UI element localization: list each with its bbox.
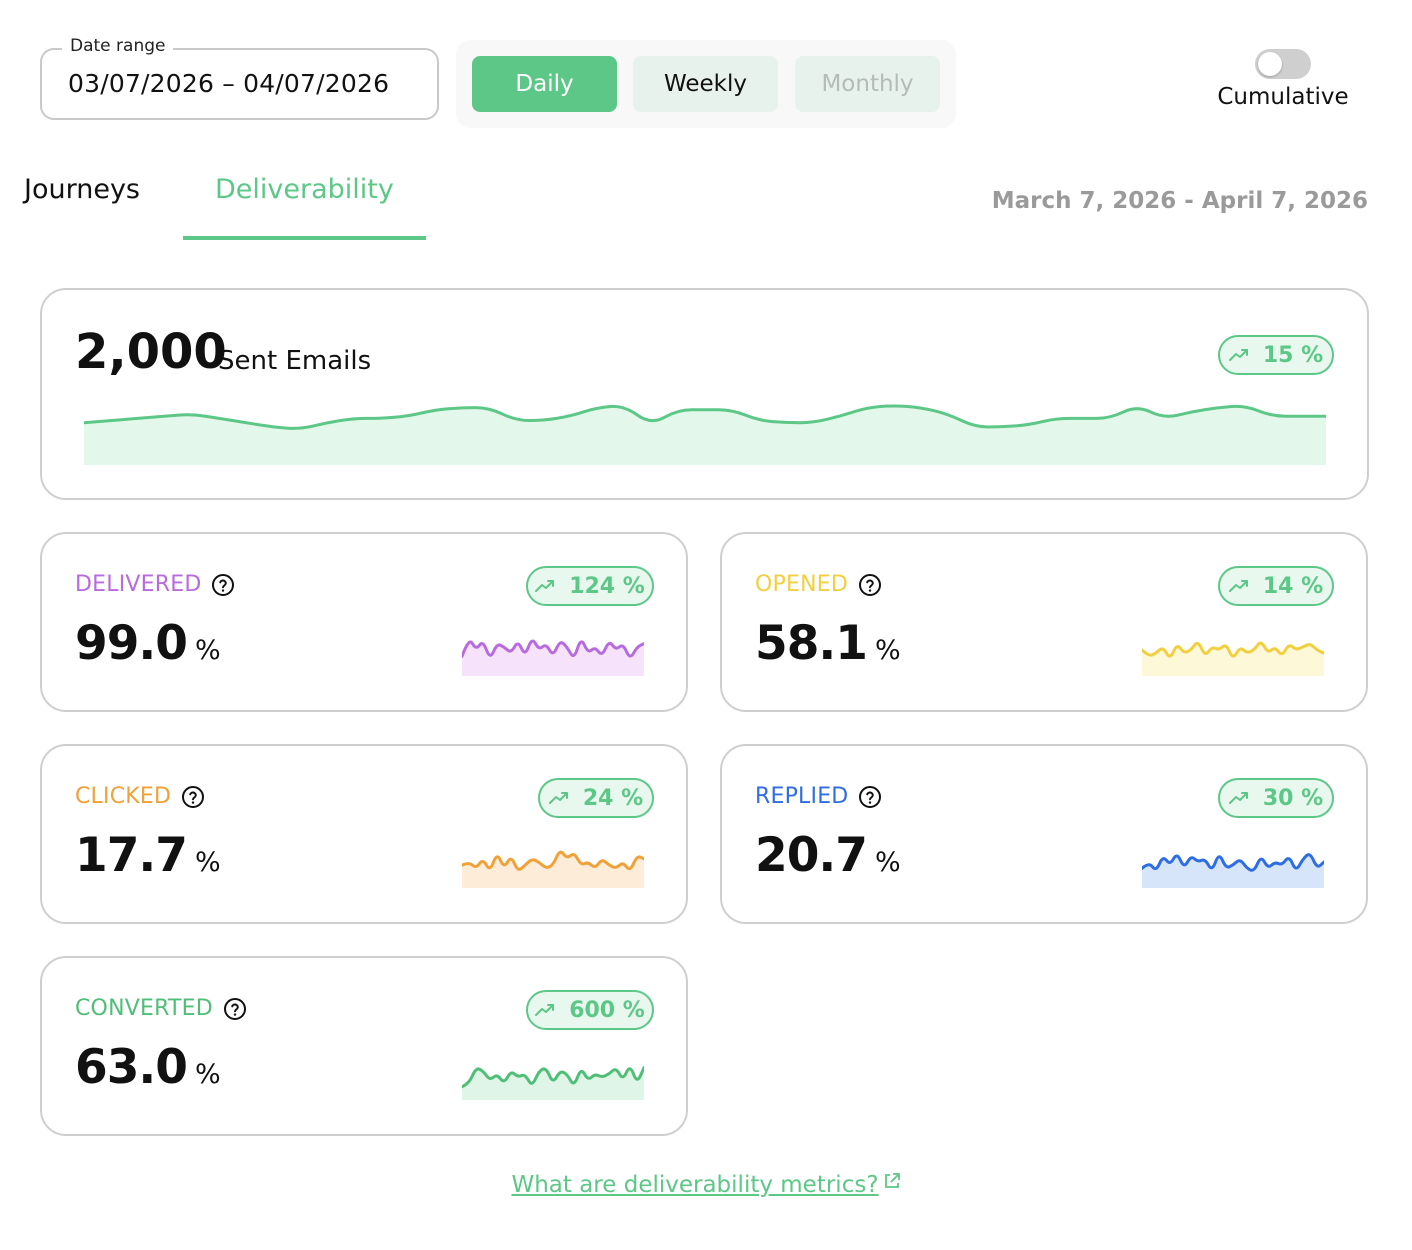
metric-change-badge: 124 %: [526, 566, 654, 606]
period-label: March 7, 2026 - April 7, 2026: [991, 188, 1368, 214]
metric-unit: %: [874, 635, 901, 666]
metric-change-badge: 24 %: [538, 778, 654, 818]
clicked-card: CLICKED 17.7% 24 %: [40, 744, 688, 924]
sent-emails-card: 2,000 Sent Emails 15 %: [40, 288, 1369, 500]
metric-label-row: DELIVERED: [75, 572, 235, 597]
metric-change-value: 124 %: [569, 573, 645, 599]
trending-up-icon: [1228, 580, 1248, 592]
metric-unit: %: [874, 847, 901, 878]
sent-change-value: 15 %: [1262, 342, 1324, 368]
metric-change-value: 600 %: [569, 997, 645, 1023]
sent-emails-sparkline: [84, 404, 1326, 465]
metric-unit: %: [194, 635, 221, 666]
sparkline-area: [1142, 643, 1324, 676]
sent-emails-label: Sent Emails: [218, 346, 372, 376]
trending-up-icon: [535, 580, 555, 592]
help-icon[interactable]: [181, 785, 205, 809]
metric-change-badge: 14 %: [1218, 566, 1334, 606]
metric-label-row: OPENED: [755, 572, 882, 597]
metric-value: 58.1: [755, 616, 868, 671]
cumulative-toggle[interactable]: [1255, 49, 1311, 79]
help-link-row: What are deliverability metrics?: [0, 1172, 1412, 1198]
sparkline-line: [84, 404, 1326, 430]
delivered-card: DELIVERED 99.0% 124 %: [40, 532, 688, 712]
external-link-icon: [884, 1173, 900, 1188]
metric-change-badge: 30 %: [1218, 778, 1334, 818]
metric-value-row: 58.1%: [755, 616, 901, 671]
sparkline-line: [1142, 641, 1324, 658]
metric-unit: %: [194, 847, 221, 878]
sparkline-line: [462, 1066, 644, 1089]
trending-up-icon: [1228, 349, 1248, 361]
metric-value-row: 63.0%: [75, 1040, 221, 1095]
sparkline-line: [462, 639, 644, 658]
date-range-field[interactable]: Date range 03/07/2026 – 04/07/2026: [40, 36, 439, 120]
metric-label: REPLIED: [755, 784, 849, 809]
metric-value: 63.0: [75, 1040, 188, 1095]
weekly-button[interactable]: Weekly: [633, 56, 778, 112]
help-link-text: What are deliverability metrics?: [511, 1172, 879, 1198]
replied-card: REPLIED 20.7% 30 %: [720, 744, 1368, 924]
monthly-button[interactable]: Monthly: [795, 56, 940, 112]
help-icon[interactable]: [858, 573, 882, 597]
metric-value: 99.0: [75, 616, 188, 671]
metric-sparkline: [1142, 641, 1324, 676]
metric-label: OPENED: [755, 572, 848, 597]
active-tab-indicator: [183, 236, 426, 240]
metric-change-value: 24 %: [582, 785, 644, 811]
sparkline-area: [462, 852, 644, 888]
metric-sparkline: [462, 850, 644, 888]
metric-label-row: CONVERTED: [75, 996, 247, 1021]
sparkline-line: [462, 850, 644, 871]
metric-label-row: REPLIED: [755, 784, 882, 809]
sparkline-line: [1142, 853, 1324, 872]
metric-change-badge: 600 %: [526, 990, 654, 1030]
toggle-knob: [1258, 52, 1282, 76]
metric-change-value: 30 %: [1262, 785, 1324, 811]
metric-unit: %: [194, 1059, 221, 1090]
metric-change-value: 14 %: [1262, 573, 1324, 599]
sparkline-area: [84, 406, 1326, 465]
trending-up-icon: [1228, 792, 1248, 804]
daily-button[interactable]: Daily: [472, 56, 617, 112]
help-icon[interactable]: [858, 785, 882, 809]
date-range-value[interactable]: 03/07/2026 – 04/07/2026: [68, 69, 390, 98]
metric-value: 17.7: [75, 828, 188, 883]
metric-sparkline: [1142, 853, 1324, 888]
sent-emails-value: 2,000: [75, 324, 227, 380]
sparkline-area: [462, 641, 644, 676]
sparkline-area: [1142, 854, 1324, 888]
tab-journeys[interactable]: Journeys: [24, 174, 140, 205]
metric-value-row: 99.0%: [75, 616, 221, 671]
metric-sparkline: [462, 1066, 644, 1100]
help-icon[interactable]: [223, 997, 247, 1021]
tab-deliverability[interactable]: Deliverability: [215, 174, 394, 205]
metric-label: DELIVERED: [75, 572, 202, 597]
date-range-label: Date range: [62, 36, 174, 56]
metric-value-row: 20.7%: [755, 828, 901, 883]
metric-value-row: 17.7%: [75, 828, 221, 883]
metric-label: CLICKED: [75, 784, 172, 809]
sent-change-badge: 15 %: [1218, 335, 1334, 375]
deliverability-help-link[interactable]: What are deliverability metrics?: [511, 1172, 900, 1198]
metric-sparkline: [462, 639, 644, 676]
metric-value: 20.7: [755, 828, 868, 883]
trending-up-icon: [548, 792, 568, 804]
trending-up-icon: [535, 1004, 555, 1016]
metric-label: CONVERTED: [75, 996, 213, 1021]
converted-card: CONVERTED 63.0% 600 %: [40, 956, 688, 1136]
metric-label-row: CLICKED: [75, 784, 205, 809]
opened-card: OPENED 58.1% 14 %: [720, 532, 1368, 712]
help-icon[interactable]: [211, 573, 235, 597]
cumulative-label: Cumulative: [1217, 84, 1349, 110]
granularity-selector: Daily Weekly Monthly: [456, 40, 956, 128]
